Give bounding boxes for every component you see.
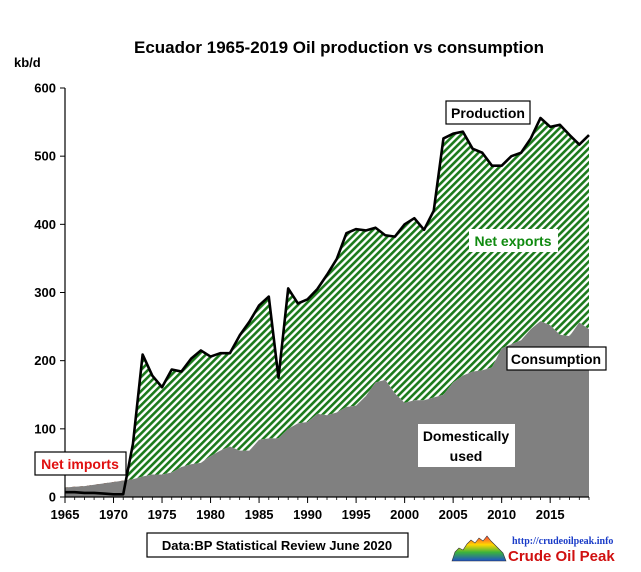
x-tick-label: 2015 [536, 507, 565, 522]
domestically-used-label-box: Domestically used [418, 424, 515, 467]
x-tick-label: 1990 [293, 507, 322, 522]
x-tick-label: 2005 [439, 507, 468, 522]
x-tick-label: 1970 [99, 507, 128, 522]
net-imports-label: Net imports [41, 456, 119, 472]
logo-url: http://crudeoilpeak.info [512, 536, 613, 547]
y-tick-label: 500 [34, 149, 56, 164]
x-tick-label: 1980 [196, 507, 225, 522]
y-tick-label: 0 [49, 490, 56, 505]
net-exports-label-box: Net exports [469, 229, 558, 252]
net-imports-label-box: Net imports [34, 451, 127, 476]
domestically-used-label-line2: used [450, 448, 483, 464]
consumption-label: Consumption [511, 351, 601, 367]
production-line [65, 116, 590, 496]
logo-name: Crude Oil Peak [508, 548, 615, 565]
logo-peak-graphic [451, 535, 507, 562]
x-tick-label: 1975 [148, 507, 177, 522]
x-tick-label: 2000 [390, 507, 419, 522]
y-tick-label: 200 [34, 353, 56, 368]
production-label: Production [451, 105, 525, 121]
y-tick-label: 300 [34, 285, 56, 300]
y-tick-label: 600 [34, 81, 56, 96]
y-tick-label: 400 [34, 217, 56, 232]
x-tick-label: 1985 [245, 507, 274, 522]
crude-oil-peak-logo: http://crudeoilpeak.info Crude Oil Peak [451, 535, 615, 565]
x-tick-label: 1995 [342, 507, 371, 522]
y-tick-label: 100 [34, 421, 56, 436]
net-exports-label: Net exports [474, 233, 551, 249]
x-ticks: 1965 1970 1975 1980 1985 1990 1995 2000 2005 2010… [51, 497, 590, 522]
consumption-label-box: Consumption [506, 346, 607, 371]
plot-lines [65, 116, 590, 496]
domestically-used-label-line1: Domestically [423, 428, 510, 444]
x-tick-label: 1965 [51, 507, 80, 522]
source-note-box: Data:BP Statistical Review June 2020 [146, 532, 409, 558]
x-tick-label: 2010 [487, 507, 516, 522]
y-ticks: 0 100 200 300 400 500 600 [34, 81, 65, 505]
production-label-box: Production [445, 100, 531, 125]
y-axis-label: kb/d [14, 55, 41, 70]
net-exports-area [65, 117, 589, 495]
source-note: Data:BP Statistical Review June 2020 [162, 538, 392, 553]
chart-title: Ecuador 1965-2019 Oil production vs cons… [134, 38, 544, 57]
